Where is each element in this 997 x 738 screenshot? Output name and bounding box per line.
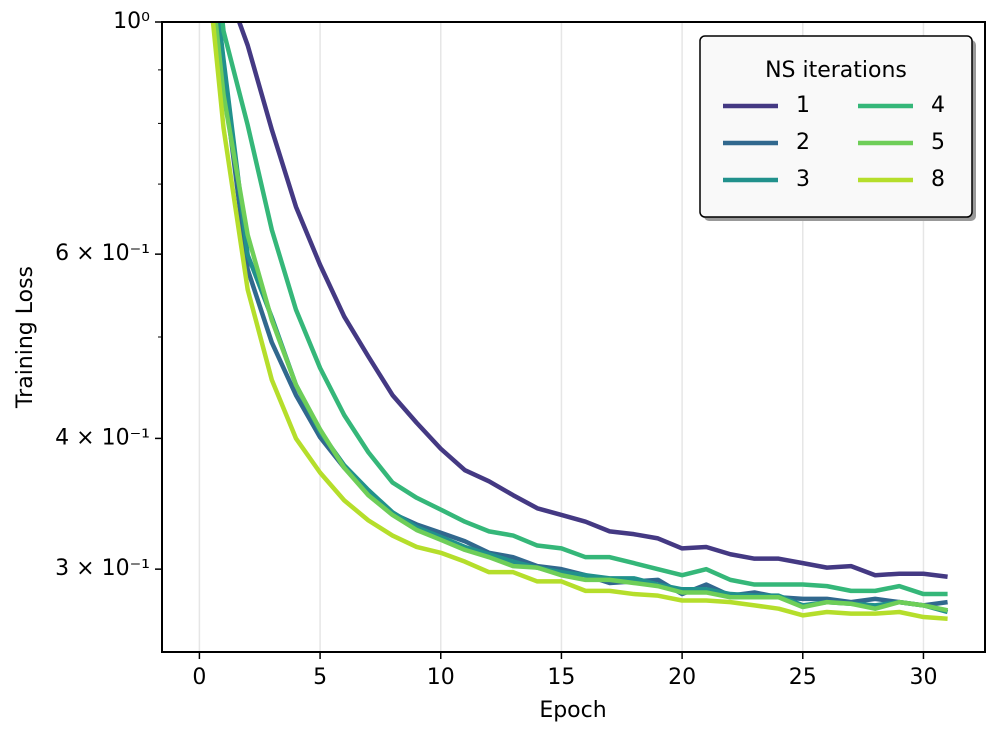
x-tick-label: 5 bbox=[313, 665, 327, 690]
x-axis-label: Epoch bbox=[539, 698, 606, 723]
x-tick-label: 20 bbox=[668, 665, 696, 690]
legend-label: 4 bbox=[931, 93, 945, 118]
y-tick-label: 10⁰ bbox=[113, 9, 150, 34]
x-tick-label: 30 bbox=[909, 665, 937, 690]
x-tick-label: 15 bbox=[547, 665, 575, 690]
x-tick-label: 0 bbox=[192, 665, 206, 690]
y-axis-label: Training Loss bbox=[13, 266, 38, 409]
legend-label: 3 bbox=[796, 167, 810, 192]
x-tick-label: 25 bbox=[789, 665, 817, 690]
legend bbox=[699, 35, 973, 218]
x-tick-label: 10 bbox=[427, 665, 455, 690]
series-line bbox=[213, 22, 949, 613]
legend-label: 5 bbox=[931, 130, 945, 155]
series-line bbox=[210, 22, 948, 621]
series-line bbox=[236, 22, 948, 580]
legend-label: 2 bbox=[796, 130, 810, 155]
legend-title: NS iterations bbox=[765, 58, 907, 83]
legend-label: 1 bbox=[796, 93, 810, 118]
series-line bbox=[220, 22, 948, 597]
plot-frame bbox=[161, 21, 986, 653]
plot-lines bbox=[210, 22, 949, 621]
y-tick-label: 3 × 10⁻¹ bbox=[55, 556, 150, 581]
y-tick-label: 6 × 10⁻¹ bbox=[55, 241, 150, 266]
y-tick-label: 4 × 10⁻¹ bbox=[55, 425, 150, 450]
legend-label: 8 bbox=[931, 167, 945, 192]
